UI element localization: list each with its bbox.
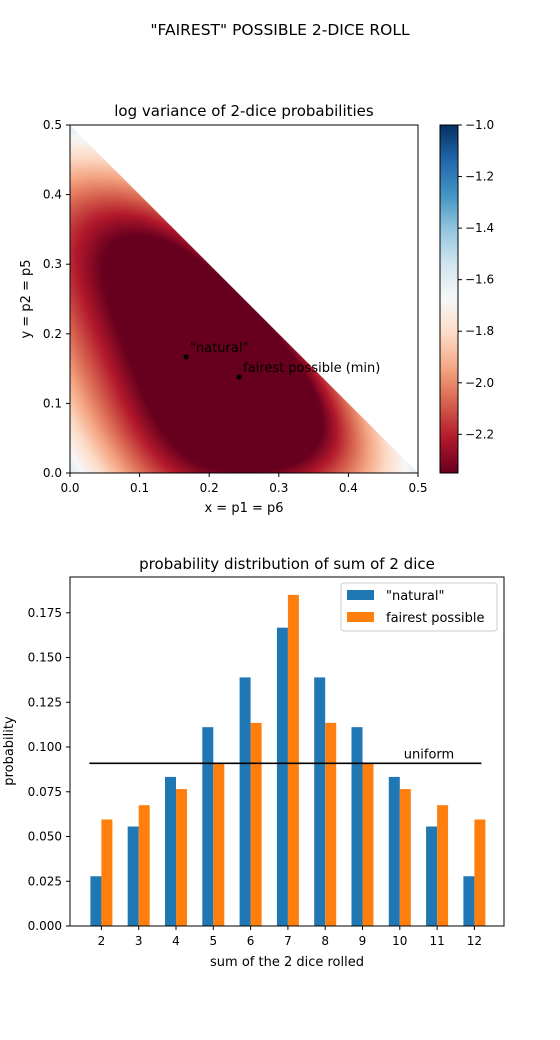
colorbar: −1.0 −1.2 −1.4 −1.6 −1.8 −2.0 −2.2 [439,118,494,474]
colorbar-tick-label: −2.0 [465,376,494,390]
bar-y-tick-label: 0.025 [28,874,62,888]
uniform-label: uniform [404,747,454,762]
heatmap-image [70,125,418,473]
heatmap-x-tick-label: 0.4 [339,481,358,495]
colorbar-ticks: −1.0 −1.2 −1.4 −1.6 −1.8 −2.0 −2.2 [458,118,494,441]
bar-natural [463,876,475,926]
heatmap-title: log variance of 2-dice probabilities [114,102,374,120]
bar-y-tick-label: 0.100 [28,740,62,754]
bar-fairest [474,819,486,926]
bar-chart-title: probability distribution of sum of 2 dic… [139,555,435,573]
legend-box [340,582,498,632]
heatmap-point-label: "natural" [190,341,248,356]
bar-x-tick-label: 9 [359,934,367,948]
heatmap-y-tick-label: 0.2 [43,327,62,341]
bar-y-label: probability [2,716,17,786]
bar-natural [388,776,400,926]
legend-label-natural: "natural" [386,589,444,604]
heatmap-point-marker [236,374,242,380]
colorbar-tick-label: −2.2 [465,427,494,441]
legend-swatch-fairest [347,612,374,622]
bar-fairest [399,789,411,926]
bar-y-tick-label: 0.075 [28,785,62,799]
bar-x-tick-label: 2 [98,934,106,948]
heatmap-y-axis: 0.0 0.1 0.2 0.3 0.4 0.5 [43,118,70,480]
bar-fairest [437,805,449,926]
heatmap-x-tick-label: 0.5 [408,481,427,495]
bar-x-axis: 2 3 4 5 6 7 8 9 10 11 12 [98,926,482,948]
bar-x-tick-label: 8 [321,934,329,948]
bar-y-tick-label: 0.000 [28,919,62,933]
heatmap-y-tick-label: 0.0 [43,466,62,480]
bar-x-tick-label: 3 [135,934,143,948]
bar-x-tick-label: 7 [284,934,292,948]
colorbar-tick-label: −1.2 [465,170,494,184]
bar-y-tick-label: 0.050 [28,830,62,844]
bar-y-axis: 0.000 0.025 0.050 0.075 0.100 0.125 0.150 0.175 [28,606,70,933]
bar-x-tick-label: 12 [467,934,482,948]
bar-fairest [287,594,299,926]
bar-fairest [176,789,187,926]
heatmap-point-marker [183,354,189,360]
bar-natural [127,826,139,926]
bar-natural [165,776,176,926]
colorbar-tick-label: −1.4 [465,221,494,235]
heatmap-x-tick-label: 0.2 [200,481,219,495]
colorbar-tick-label: −1.0 [465,118,494,132]
bar-natural [351,727,363,926]
bar-legend: "natural" fairest possible [340,582,498,632]
bar-frame [69,576,505,927]
heatmap-y-tick-label: 0.4 [43,188,62,202]
heatmap-x-tick-label: 0.3 [269,481,288,495]
heatmap-y-label: y = p2 = p5 [19,259,34,338]
bar-fairest [362,764,374,926]
colorbar-tick-label: −1.6 [465,273,494,287]
bar-natural [276,627,288,926]
heatmap-x-tick-label: 0.0 [60,481,79,495]
bar-x-tick-label: 4 [172,934,180,948]
bar-y-tick-label: 0.150 [28,651,62,665]
bar-fairest [250,722,262,926]
bar-x-tick-label: 11 [429,934,444,948]
legend-swatch-natural [347,590,374,600]
colorbar-gradient [439,124,459,474]
bar-x-label: sum of the 2 dice rolled [210,955,364,970]
bar-y-tick-label: 0.175 [28,606,62,620]
legend-label-fairest: fairest possible [386,611,484,626]
bar-x-tick-label: 6 [247,934,255,948]
heatmap-point-label: fairest possible (min) [243,361,380,376]
heatmap-x-tick-label: 0.1 [130,481,149,495]
heatmap-y-tick-label: 0.3 [43,257,62,271]
bar-x-tick-label: 10 [392,934,407,948]
bar-fairest [325,722,337,926]
heatmap-y-tick-label: 0.1 [43,396,62,410]
bar-natural [314,677,326,926]
figure-suptitle: "FAIREST" POSSIBLE 2-DICE ROLL [150,21,410,39]
bar-y-tick-label: 0.125 [28,695,62,709]
bar-fairest [101,819,113,926]
heatmap-x-label: x = p1 = p6 [204,501,283,516]
bar-natural [90,876,102,926]
bar-fairest [213,764,225,926]
bar-natural [426,826,438,926]
bar-panel: probability distribution of sum of 2 dic… [2,555,505,970]
heatmap-y-tick-label: 0.5 [43,118,62,132]
bars [90,594,486,926]
bar-fairest [138,805,150,926]
bar-natural [239,677,251,926]
bar-natural [202,727,214,926]
heatmap-frame [69,124,419,474]
heatmap-panel: log variance of 2-dice probabilities 0.0… [19,102,428,516]
heatmap-points: "natural" fairest possible (min) [183,341,380,380]
bar-x-tick-label: 5 [209,934,217,948]
colorbar-tick-label: −1.8 [465,324,494,338]
heatmap-x-axis: 0.0 0.1 0.2 0.3 0.4 0.5 [60,473,428,495]
